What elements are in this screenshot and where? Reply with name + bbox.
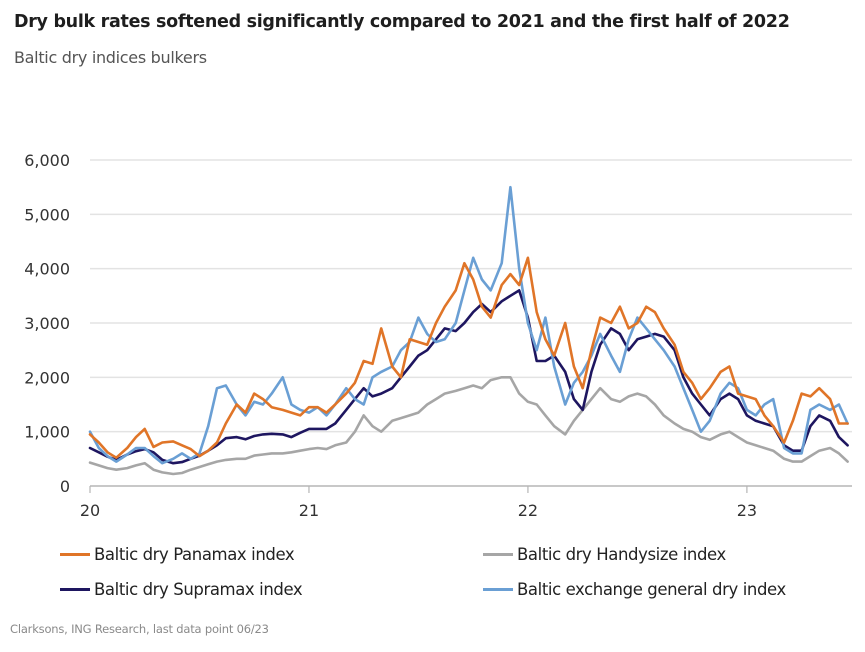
x-tick-label: 20 [80,501,100,520]
legend-label: Baltic dry Handysize index [517,545,726,564]
series-general-dry-line [88,185,849,465]
y-tick-label: 3,000 [24,314,70,333]
x-axis: 20 21 22 23 [80,485,852,520]
chart-title: Dry bulk rates softened significantly co… [14,12,790,32]
chart-subtitle: Baltic dry indices bulkers [14,48,207,67]
legend-label: Baltic dry Supramax index [94,580,303,599]
x-tick-label: 21 [299,501,319,520]
gridlines [90,159,852,433]
y-axis-ticks: 0 1,000 2,000 3,000 4,000 5,000 6,000 [24,151,70,496]
legend-item-panamax: Baltic dry Panamax index [60,545,295,564]
y-tick-label: 5,000 [24,205,70,224]
series-lines [88,185,849,476]
series-panamax-line [88,256,849,460]
y-tick-label: 6,000 [24,151,70,170]
y-tick-label: 0 [60,477,70,496]
source-note: Clarksons, ING Research, last data point… [10,622,269,636]
legend-item-supramax: Baltic dry Supramax index [60,580,303,599]
legend-swatch [483,588,513,591]
series-handysize-line [88,375,849,476]
series-supramax-line [88,289,849,465]
x-tick-label: 22 [518,501,538,520]
legend-item-handysize: Baltic dry Handysize index [483,545,726,564]
line-chart: 0 1,000 2,000 3,000 4,000 5,000 6,000 20 21 22 23 [24,151,852,520]
legend-swatch [60,553,90,556]
legend-label: Baltic dry Panamax index [94,545,295,564]
legend-swatch [60,588,90,591]
y-tick-label: 2,000 [24,368,70,387]
y-tick-label: 4,000 [24,260,70,279]
legend-label: Baltic exchange general dry index [517,580,786,599]
legend-swatch [483,553,513,556]
legend-item-general-dry: Baltic exchange general dry index [483,580,786,599]
legend: Baltic dry Panamax index Baltic dry Hand… [0,540,865,620]
x-tick-label: 23 [737,501,757,520]
y-tick-label: 1,000 [24,423,70,442]
